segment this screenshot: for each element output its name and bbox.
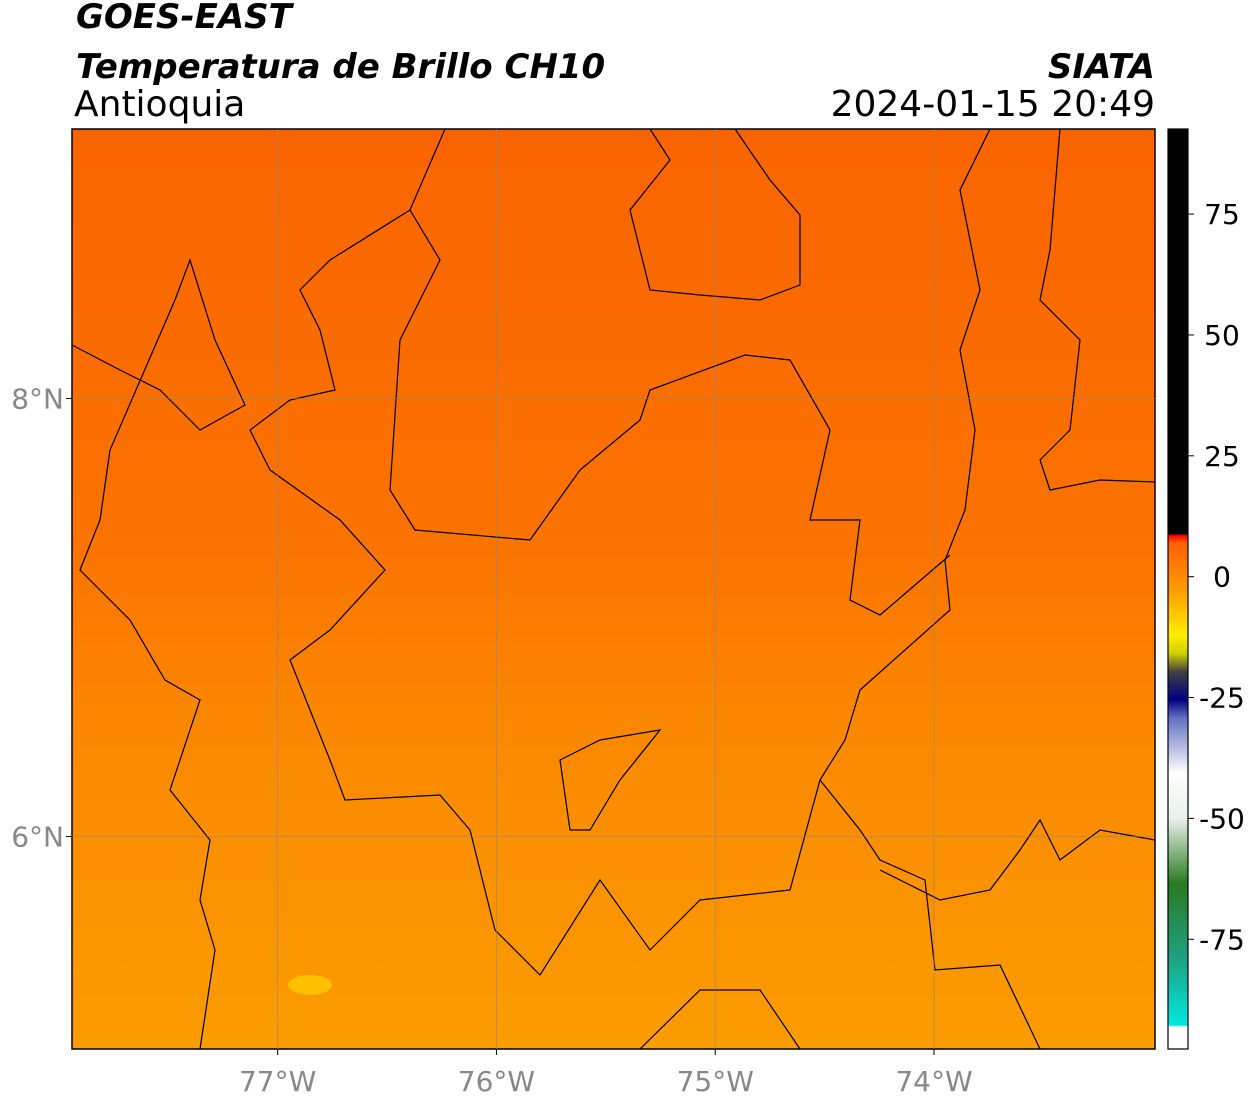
colorbar-tick-label: 50 — [1204, 319, 1240, 352]
satellite-image — [72, 129, 1155, 1049]
x-tick-label: 75°W — [677, 1065, 754, 1098]
source: SIATA — [1048, 47, 1155, 87]
title: GOES-EAST — [76, 0, 295, 37]
colorbar-tick-label: 25 — [1204, 440, 1240, 473]
subtitle: Temperatura de Brillo CH10 — [76, 47, 605, 87]
colorbar-tick-label: -75 — [1199, 923, 1245, 956]
colorbar-tick-label: 75 — [1204, 198, 1240, 231]
warm-spot — [288, 975, 332, 995]
region: Antioquia — [74, 84, 245, 125]
x-tick-label: 76°W — [458, 1065, 535, 1098]
y-tick-label: 6°N — [11, 821, 64, 854]
map-frame — [71, 128, 1156, 1050]
datetime: 2024-01-15 20:49 — [831, 84, 1155, 125]
colorbar-tick-label: -50 — [1199, 802, 1245, 835]
boundaries — [71, 128, 1156, 1050]
y-tick-label: 8°N — [11, 382, 64, 415]
x-tick-label: 74°W — [895, 1065, 972, 1098]
colorbar-tick-label: -25 — [1199, 682, 1245, 715]
colorbar — [1167, 128, 1189, 1050]
colorbar-tick-label: 0 — [1213, 561, 1231, 594]
x-tick-label: 77°W — [239, 1065, 316, 1098]
